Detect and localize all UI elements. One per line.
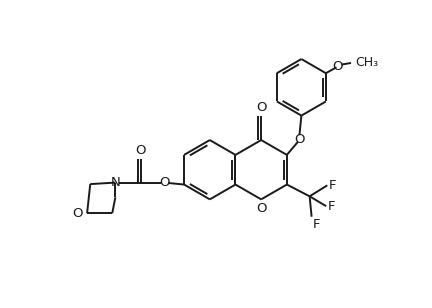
Text: F: F (328, 200, 335, 213)
Text: O: O (332, 60, 343, 73)
Text: O: O (256, 202, 267, 215)
Text: N: N (111, 176, 120, 189)
Text: F: F (329, 179, 337, 192)
Text: O: O (256, 101, 267, 114)
Text: F: F (312, 218, 320, 231)
Text: O: O (159, 176, 170, 189)
Text: O: O (294, 133, 305, 147)
Text: O: O (73, 207, 83, 220)
Text: CH₃: CH₃ (356, 56, 378, 70)
Text: O: O (136, 144, 146, 157)
